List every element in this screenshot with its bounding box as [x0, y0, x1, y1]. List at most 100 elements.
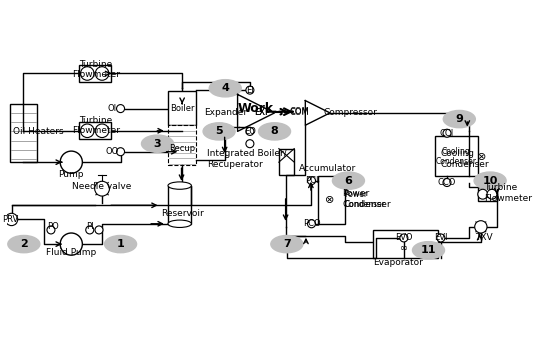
- Text: Oil Heaters: Oil Heaters: [13, 127, 64, 136]
- Ellipse shape: [209, 80, 241, 97]
- Bar: [79, 122, 111, 139]
- Text: OI: OI: [108, 104, 117, 113]
- Circle shape: [95, 226, 103, 234]
- Bar: [478, 187, 498, 201]
- Text: PCI: PCI: [305, 176, 318, 185]
- Text: CCI: CCI: [440, 129, 454, 138]
- Circle shape: [246, 127, 254, 135]
- Text: 1: 1: [117, 239, 124, 249]
- Circle shape: [80, 67, 94, 80]
- Text: Pump: Pump: [58, 170, 84, 179]
- Text: EI: EI: [246, 86, 254, 95]
- Text: Turbine
Flowmeter: Turbine Flowmeter: [72, 116, 120, 135]
- Text: Accumulator: Accumulator: [299, 164, 356, 173]
- Circle shape: [246, 140, 254, 148]
- Ellipse shape: [8, 236, 40, 253]
- Circle shape: [443, 178, 451, 186]
- Text: PCO: PCO: [302, 219, 320, 228]
- Text: EVI: EVI: [434, 233, 448, 243]
- Bar: [168, 186, 191, 224]
- Circle shape: [60, 151, 82, 173]
- Text: ⊗: ⊗: [325, 195, 334, 205]
- Text: Turbine
Flowmeter: Turbine Flowmeter: [72, 60, 120, 80]
- Circle shape: [117, 148, 124, 156]
- Bar: [373, 230, 438, 258]
- Text: CCO: CCO: [438, 178, 456, 187]
- Text: 3: 3: [153, 139, 161, 149]
- Text: EO: EO: [244, 127, 256, 136]
- Circle shape: [475, 221, 487, 233]
- Bar: [168, 91, 196, 125]
- Ellipse shape: [332, 172, 365, 189]
- Circle shape: [307, 177, 316, 185]
- Text: PI: PI: [86, 222, 94, 231]
- Text: Cooling
Condenser: Cooling Condenser: [441, 149, 490, 169]
- Text: 5: 5: [215, 126, 223, 136]
- Text: PRV: PRV: [2, 215, 19, 224]
- Text: 4: 4: [221, 83, 229, 93]
- Circle shape: [95, 124, 109, 138]
- Ellipse shape: [271, 236, 303, 253]
- Circle shape: [437, 234, 445, 242]
- Text: Recup: Recup: [169, 143, 195, 153]
- Circle shape: [487, 189, 497, 199]
- Bar: [168, 125, 196, 165]
- Circle shape: [246, 86, 254, 94]
- Ellipse shape: [104, 236, 136, 253]
- Text: 11: 11: [421, 245, 436, 255]
- Bar: [279, 149, 294, 174]
- Text: Cooling
Condenser: Cooling Condenser: [436, 147, 477, 166]
- Circle shape: [95, 67, 109, 80]
- Circle shape: [307, 220, 316, 228]
- Circle shape: [400, 234, 408, 242]
- Text: 9: 9: [455, 114, 463, 124]
- Bar: [79, 65, 111, 82]
- Circle shape: [60, 233, 82, 255]
- Text: Boiler: Boiler: [170, 104, 194, 113]
- Bar: [434, 136, 478, 176]
- Text: Turbine
Flowmeter: Turbine Flowmeter: [484, 183, 532, 203]
- Circle shape: [80, 124, 94, 138]
- Bar: [10, 104, 37, 162]
- Text: ⊗: ⊗: [477, 151, 487, 162]
- Text: COM: COM: [289, 107, 309, 116]
- Text: 10: 10: [482, 176, 498, 186]
- Text: Reservoir: Reservoir: [161, 209, 204, 218]
- Text: 6: 6: [344, 176, 353, 186]
- Ellipse shape: [168, 182, 191, 189]
- Circle shape: [443, 129, 451, 137]
- Circle shape: [47, 226, 55, 234]
- Ellipse shape: [474, 172, 506, 189]
- Text: 8: 8: [271, 126, 278, 136]
- Text: EXP: EXP: [254, 109, 270, 117]
- Bar: [318, 176, 345, 224]
- Text: PO: PO: [47, 222, 59, 231]
- Text: Power
Condenser: Power Condenser: [342, 190, 391, 209]
- Text: Evaporator: Evaporator: [373, 258, 422, 267]
- Text: OO: OO: [106, 147, 119, 156]
- Circle shape: [117, 105, 124, 113]
- Circle shape: [478, 189, 488, 199]
- Text: Needle valve: Needle valve: [73, 182, 132, 191]
- Text: ∞: ∞: [400, 243, 408, 253]
- Text: 2: 2: [20, 239, 28, 249]
- Ellipse shape: [168, 220, 191, 228]
- Ellipse shape: [203, 123, 235, 140]
- Text: Integrated Boiler/
Recuperator: Integrated Boiler/ Recuperator: [207, 149, 287, 169]
- Text: 7: 7: [283, 239, 291, 249]
- Text: TXV: TXV: [475, 233, 493, 243]
- Circle shape: [95, 181, 109, 196]
- Circle shape: [86, 226, 94, 234]
- Text: COM: COM: [289, 109, 309, 117]
- Ellipse shape: [258, 123, 290, 140]
- Circle shape: [6, 213, 18, 225]
- Ellipse shape: [443, 110, 475, 128]
- Text: Power
Condenser: Power Condenser: [344, 190, 385, 209]
- Text: Work: Work: [238, 102, 274, 115]
- Text: Expander: Expander: [204, 109, 247, 117]
- Text: EXP: EXP: [254, 109, 270, 117]
- Ellipse shape: [141, 135, 173, 152]
- Text: Compressor: Compressor: [324, 109, 378, 117]
- Text: EVO: EVO: [395, 233, 412, 243]
- Ellipse shape: [412, 242, 444, 259]
